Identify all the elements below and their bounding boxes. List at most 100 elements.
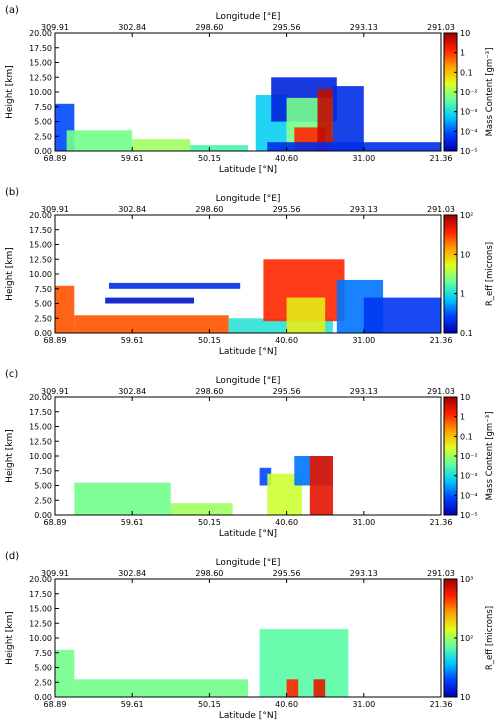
x2-tick-label: 298.60	[195, 387, 223, 396]
y-tick-label: 7.50	[34, 285, 52, 294]
x-tick-label: 40.60	[275, 700, 298, 709]
y-tick-label: 17.50	[29, 44, 52, 53]
x-tick-label: 50.15	[198, 336, 221, 345]
panel-label: (a)	[5, 5, 19, 16]
x2-tick-label: 293.13	[350, 205, 378, 214]
colorbar-tick-label: 10	[460, 393, 470, 402]
colorbar-label: Mass Content [gm⁻³]	[485, 412, 495, 501]
x2-tick-label: 291.03	[427, 569, 455, 578]
data-region	[74, 679, 248, 697]
x-axis-label: Latitude [°N]	[219, 711, 277, 721]
y-tick-label: 5.00	[34, 664, 52, 673]
panel-label: (d)	[5, 551, 19, 562]
data-region	[105, 297, 194, 304]
y-tick-label: 0.00	[34, 693, 52, 702]
x2-tick-label: 298.60	[195, 205, 223, 214]
data-region	[286, 679, 299, 697]
colorbar-tick-label: 10⁻³	[460, 472, 478, 481]
x-tick-label: 68.89	[44, 518, 67, 527]
y-tick-label: 0.00	[34, 147, 52, 156]
panel-label: (c)	[5, 369, 18, 380]
x2-tick-label: 293.13	[350, 23, 378, 32]
x2-tick-label: 302.84	[118, 387, 146, 396]
y-tick-label: 15.00	[29, 59, 52, 68]
y-tick-label: 2.50	[34, 678, 52, 687]
x2-tick-label: 295.56	[273, 569, 301, 578]
x-tick-label: 21.36	[430, 518, 453, 527]
x-tick-label: 59.61	[121, 336, 144, 345]
x-tick-label: 40.60	[275, 154, 298, 163]
y-tick-label: 10.00	[29, 88, 52, 97]
x2-tick-label: 295.56	[273, 23, 301, 32]
x-tick-label: 31.00	[352, 700, 375, 709]
colorbar-tick-label: 1	[460, 290, 465, 299]
data-region	[74, 315, 229, 333]
y-tick-label: 12.50	[29, 73, 52, 82]
y-tick-label: 15.00	[29, 605, 52, 614]
x-tick-label: 40.60	[275, 518, 298, 527]
x-tick-label: 50.15	[198, 518, 221, 527]
data-region	[55, 649, 75, 697]
y-tick-label: 10.00	[29, 270, 52, 279]
x-tick-label: 59.61	[121, 518, 144, 527]
data-region	[66, 130, 133, 151]
x2-tick-label: 291.03	[427, 387, 455, 396]
y-tick-label: 20.00	[29, 393, 52, 402]
colorbar-tick-label: 1	[460, 413, 465, 422]
x-tick-label: 50.15	[198, 154, 221, 163]
colorbar-tick-label: 10²	[460, 634, 473, 643]
colorbar-tick-label: 10⁻⁴	[460, 491, 478, 500]
data-region	[313, 679, 326, 697]
x-tick-label: 31.00	[352, 154, 375, 163]
y-tick-label: 17.50	[29, 226, 52, 235]
colorbar-tick-label: 10⁻⁵	[460, 511, 478, 520]
x-tick-label: 40.60	[275, 336, 298, 345]
y-tick-label: 2.50	[34, 132, 52, 141]
x2-tick-label: 309.91	[41, 23, 69, 32]
y-tick-label: 2.50	[34, 496, 52, 505]
colorbar-label: Mass Content [gm⁻³]	[485, 48, 495, 137]
data-region	[363, 297, 441, 333]
panel-0: (a) 0.00 2.50 5.00 7.50 10.00 12.50 15.00 17.50 2…	[5, 5, 495, 175]
x2-tick-label: 291.03	[427, 205, 455, 214]
x-tick-label: 21.36	[430, 154, 453, 163]
y-axis-label: Height [km]	[5, 65, 15, 119]
y-tick-label: 12.50	[29, 437, 52, 446]
data-region	[267, 142, 441, 151]
x-tick-label: 68.89	[44, 336, 67, 345]
panel-label: (b)	[5, 187, 19, 198]
data-region	[259, 467, 272, 486]
colorbar-tick-label: 1	[460, 49, 465, 58]
data-region	[190, 145, 248, 151]
colorbar-tick-label: 10⁻⁴	[460, 127, 478, 136]
x2-axis-label: Longitude [°E]	[216, 12, 281, 22]
x-tick-label: 59.61	[121, 154, 144, 163]
x-tick-label: 68.89	[44, 700, 67, 709]
colorbar-tick-label: 10³	[460, 575, 473, 584]
y-tick-label: 5.00	[34, 118, 52, 127]
data-region	[286, 297, 326, 333]
x2-tick-label: 295.56	[273, 205, 301, 214]
y-tick-label: 5.00	[34, 482, 52, 491]
x-axis-label: Latitude [°N]	[219, 347, 277, 357]
y-axis-label: Height [km]	[5, 247, 15, 301]
x2-tick-label: 293.13	[350, 569, 378, 578]
y-tick-label: 7.50	[34, 649, 52, 658]
colorbar-label: R_eff [microns]	[485, 242, 495, 306]
x-tick-label: 31.00	[352, 336, 375, 345]
y-axis-label: Height [km]	[5, 429, 15, 483]
colorbar-tick-label: 10²	[460, 211, 473, 220]
x-tick-label: 21.36	[430, 700, 453, 709]
x2-axis-label: Longitude [°E]	[216, 558, 281, 568]
x2-tick-label: 309.91	[41, 387, 69, 396]
data-region	[74, 482, 171, 515]
y-tick-label: 0.00	[34, 329, 52, 338]
x2-tick-label: 309.91	[41, 205, 69, 214]
data-region	[317, 89, 333, 151]
x2-tick-label: 291.03	[427, 23, 455, 32]
data-region	[170, 503, 233, 515]
data-region	[132, 139, 191, 151]
y-tick-label: 17.50	[29, 408, 52, 417]
x2-tick-label: 293.13	[350, 387, 378, 396]
